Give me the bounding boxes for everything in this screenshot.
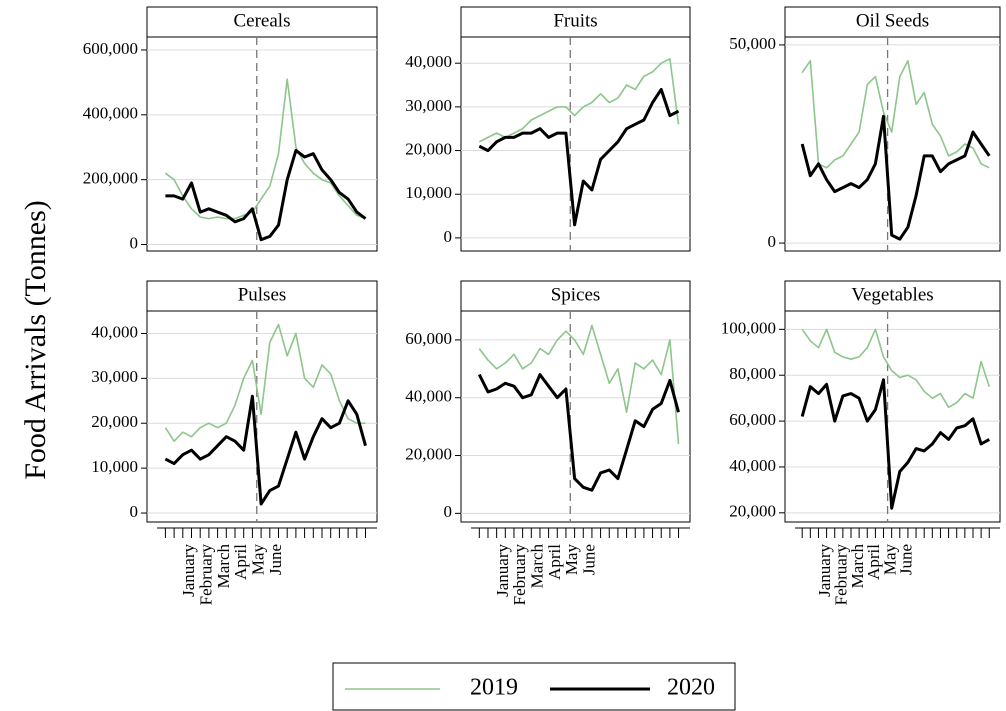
y-tick-label: 0	[444, 502, 453, 521]
panel-strip	[784, 6, 1001, 38]
series-line	[478, 58, 680, 143]
x-tick-label: May	[562, 544, 581, 576]
y-tick-label: 50,000	[729, 34, 776, 53]
x-tick-label: February	[510, 544, 529, 606]
series-line	[800, 378, 991, 510]
y-tick-label: 0	[444, 227, 453, 246]
panel-frame	[784, 36, 1001, 252]
series-line	[164, 394, 367, 506]
panel-frame	[784, 310, 1001, 523]
y-axis-label: Food Arrivals (Tonnes)	[19, 200, 52, 480]
series-line	[164, 323, 366, 442]
y-tick-label: 20,000	[405, 444, 452, 463]
x-tick-label: January	[815, 544, 834, 597]
series-line	[164, 78, 366, 220]
x-tick-label: March	[528, 544, 547, 589]
y-tick-label: 40,000	[91, 322, 138, 341]
panel-title: Cereals	[234, 10, 291, 31]
y-tick-label: 200,000	[83, 169, 138, 188]
y-tick-label: 40,000	[405, 387, 452, 406]
x-tick-label: March	[848, 544, 867, 589]
panel-title: Spices	[551, 284, 601, 305]
panel-strip	[784, 280, 1001, 312]
y-tick-label: 400,000	[83, 104, 138, 123]
x-tick-label: February	[196, 544, 215, 606]
panel-title: Fruits	[553, 10, 597, 31]
x-tick-label: January	[493, 544, 512, 597]
x-tick-label: June	[580, 544, 599, 575]
panel-frame	[460, 36, 691, 252]
x-tick-label: April	[545, 544, 564, 580]
legend	[332, 662, 736, 711]
panel-title: Pulses	[238, 284, 287, 305]
series-line	[800, 114, 991, 241]
y-tick-label: 20,000	[729, 502, 776, 521]
panel-frame	[146, 36, 378, 252]
panel-frame	[460, 310, 691, 523]
x-tick-label: January	[179, 544, 198, 597]
x-tick-label: June	[266, 544, 285, 575]
y-tick-label: 60,000	[729, 410, 776, 429]
x-tick-label: May	[880, 544, 899, 576]
panel-strip	[146, 280, 378, 312]
x-tick-label: February	[832, 544, 851, 606]
legend-label: 2020	[667, 675, 715, 701]
x-tick-label: March	[214, 544, 233, 589]
x-tick-label: April	[864, 544, 883, 580]
y-tick-label: 0	[130, 233, 139, 252]
y-tick-label: 60,000	[405, 329, 452, 348]
y-tick-label: 0	[130, 502, 139, 521]
y-tick-label: 30,000	[405, 96, 452, 115]
panel-frame	[146, 310, 378, 523]
series-line	[801, 328, 991, 409]
y-tick-label: 20,000	[91, 412, 138, 431]
panel-strip	[460, 280, 691, 312]
y-tick-label: 10,000	[91, 457, 138, 476]
series-line	[477, 373, 680, 492]
y-tick-label: 100,000	[721, 318, 776, 337]
series-line	[478, 324, 680, 445]
x-tick-label: May	[249, 544, 268, 576]
panel-title: Vegetables	[851, 284, 933, 305]
series-line	[801, 60, 990, 169]
y-tick-label: 30,000	[91, 367, 138, 386]
x-tick-label: April	[231, 544, 250, 580]
series-line	[165, 149, 367, 242]
panel-strip	[146, 6, 378, 38]
y-tick-label: 20,000	[405, 139, 452, 158]
legend-label: 2019	[470, 675, 518, 701]
series-line	[478, 87, 680, 227]
y-tick-label: 0	[768, 232, 777, 251]
y-tick-label: 40,000	[729, 456, 776, 475]
panel-strip	[460, 6, 691, 38]
y-tick-label: 80,000	[729, 364, 776, 383]
y-tick-label: 10,000	[405, 183, 452, 202]
panel-title: Oil Seeds	[856, 10, 929, 31]
y-tick-label: 40,000	[405, 52, 452, 71]
y-tick-label: 600,000	[83, 39, 138, 58]
x-tick-label: June	[897, 544, 916, 575]
